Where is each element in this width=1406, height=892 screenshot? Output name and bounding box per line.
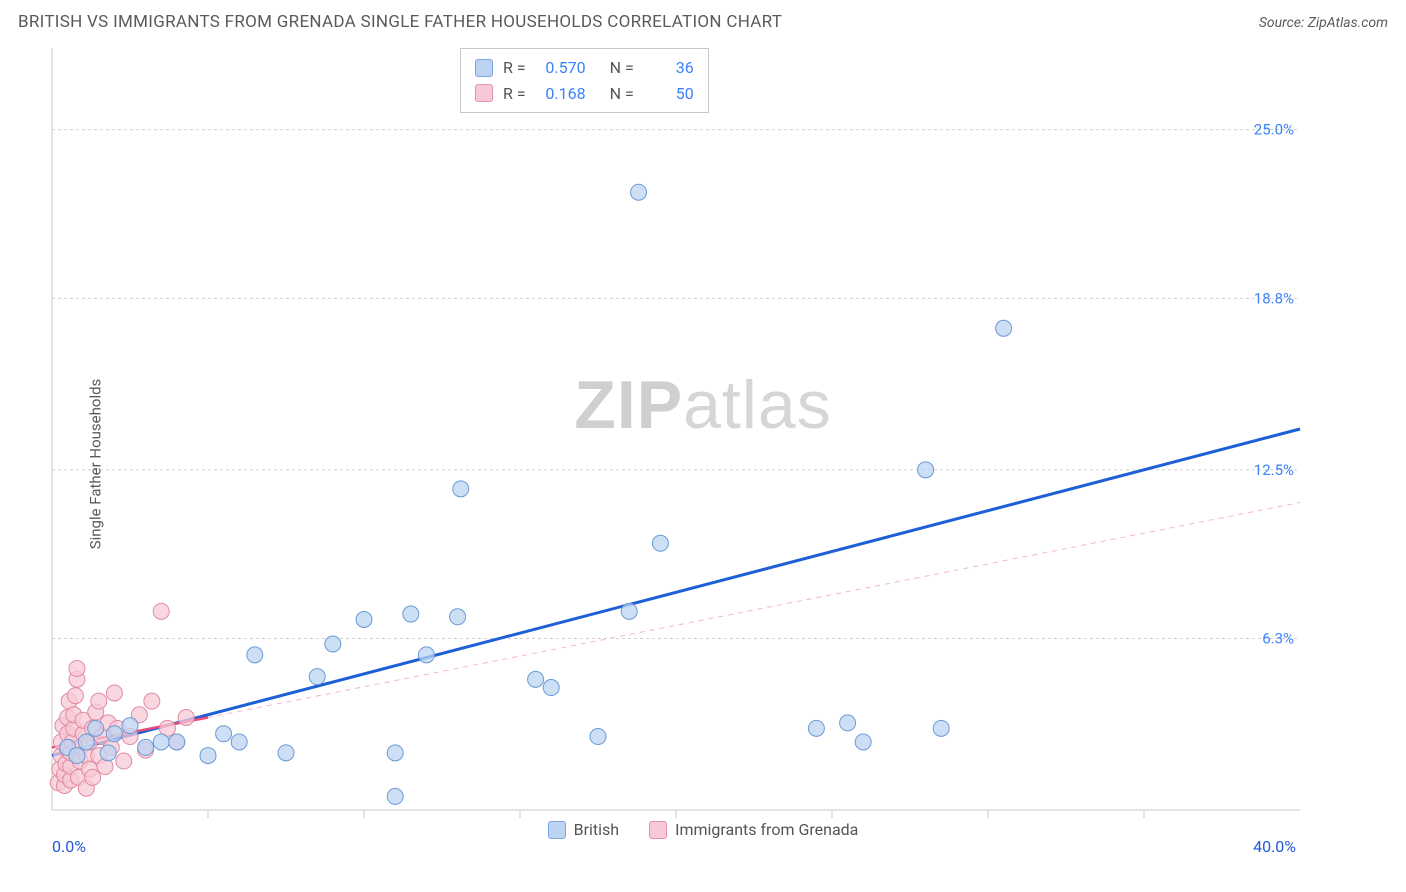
- n-label: N =: [610, 81, 634, 107]
- r-label: R =: [503, 55, 526, 81]
- n-value-0: 36: [644, 55, 694, 81]
- source-attribution: Source: ZipAtlas.com: [1259, 15, 1388, 31]
- svg-text:18.8%: 18.8%: [1254, 289, 1294, 307]
- stats-row-0: R = 0.570 N = 36: [475, 55, 694, 81]
- n-label: N =: [610, 55, 634, 81]
- r-value-1: 0.168: [536, 81, 586, 107]
- stats-swatch-1: [475, 84, 493, 102]
- legend-label-grenada: Immigrants from Grenada: [675, 820, 858, 839]
- scatter-plot: 6.3% 12.5% 18.8% 25.0% 0.0% 40.0%: [0, 40, 1406, 888]
- svg-text:6.3%: 6.3%: [1262, 630, 1294, 648]
- legend-swatch-british: [548, 821, 566, 839]
- legend-label-british: British: [574, 820, 619, 839]
- stats-legend-box: R = 0.570 N = 36 R = 0.168 N = 50: [460, 48, 709, 113]
- r-value-0: 0.570: [536, 55, 586, 81]
- svg-text:0.0%: 0.0%: [52, 837, 86, 856]
- n-value-1: 50: [644, 81, 694, 107]
- source-prefix: Source:: [1259, 15, 1308, 31]
- stats-swatch-0: [475, 59, 493, 77]
- r-label: R =: [503, 81, 526, 107]
- chart-title: BRITISH VS IMMIGRANTS FROM GRENADA SINGL…: [18, 12, 782, 32]
- svg-text:25.0%: 25.0%: [1254, 121, 1294, 139]
- bottom-legend: British Immigrants from Grenada: [0, 820, 1406, 839]
- svg-text:12.5%: 12.5%: [1254, 461, 1294, 479]
- legend-item-british: British: [548, 820, 619, 839]
- source-link[interactable]: ZipAtlas.com: [1308, 15, 1388, 31]
- svg-text:40.0%: 40.0%: [1253, 837, 1296, 856]
- stats-row-1: R = 0.168 N = 50: [475, 81, 694, 107]
- y-axis-label: Single Father Households: [86, 379, 104, 550]
- legend-item-grenada: Immigrants from Grenada: [649, 820, 858, 839]
- chart-area: Single Father Households 6.3% 12.5% 18.8% 2…: [0, 40, 1406, 888]
- legend-swatch-grenada: [649, 821, 667, 839]
